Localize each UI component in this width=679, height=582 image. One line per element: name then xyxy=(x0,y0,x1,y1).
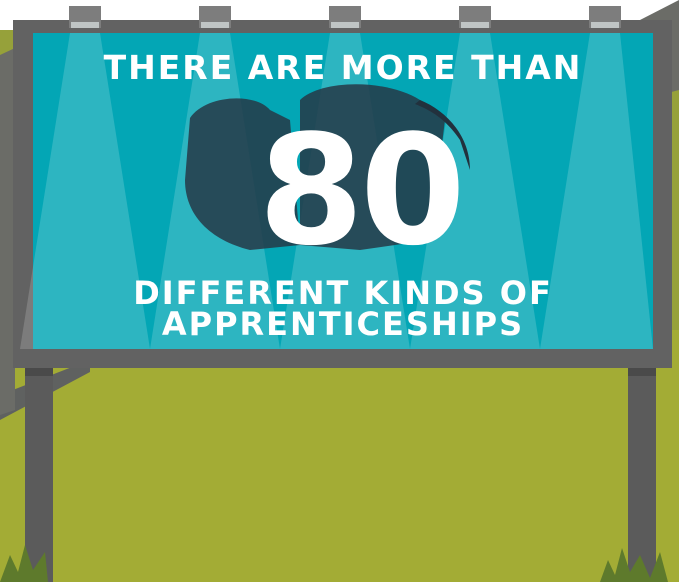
grass-ground xyxy=(0,330,679,582)
big-number-80: 80 xyxy=(258,102,466,279)
headline-bottom: DIFFERENT KINDS OF APPRENTICESHIPS xyxy=(33,277,653,343)
left-post xyxy=(25,360,53,582)
headline-top: THERE ARE MORE THAN xyxy=(103,48,583,87)
number-shadow xyxy=(185,84,445,250)
left-hill-shadow xyxy=(0,48,15,415)
grass-tufts xyxy=(0,545,668,582)
number-shadow-dark xyxy=(415,100,470,170)
headline-bottom-line-1: DIFFERENT KINDS OF xyxy=(133,274,553,312)
right-post xyxy=(628,360,656,582)
headline-bottom-line-2: APPRENTICESHIPS xyxy=(161,305,525,343)
left-post-cap xyxy=(25,368,53,376)
lamp-lenses xyxy=(71,22,619,28)
right-post-cap xyxy=(628,368,656,376)
